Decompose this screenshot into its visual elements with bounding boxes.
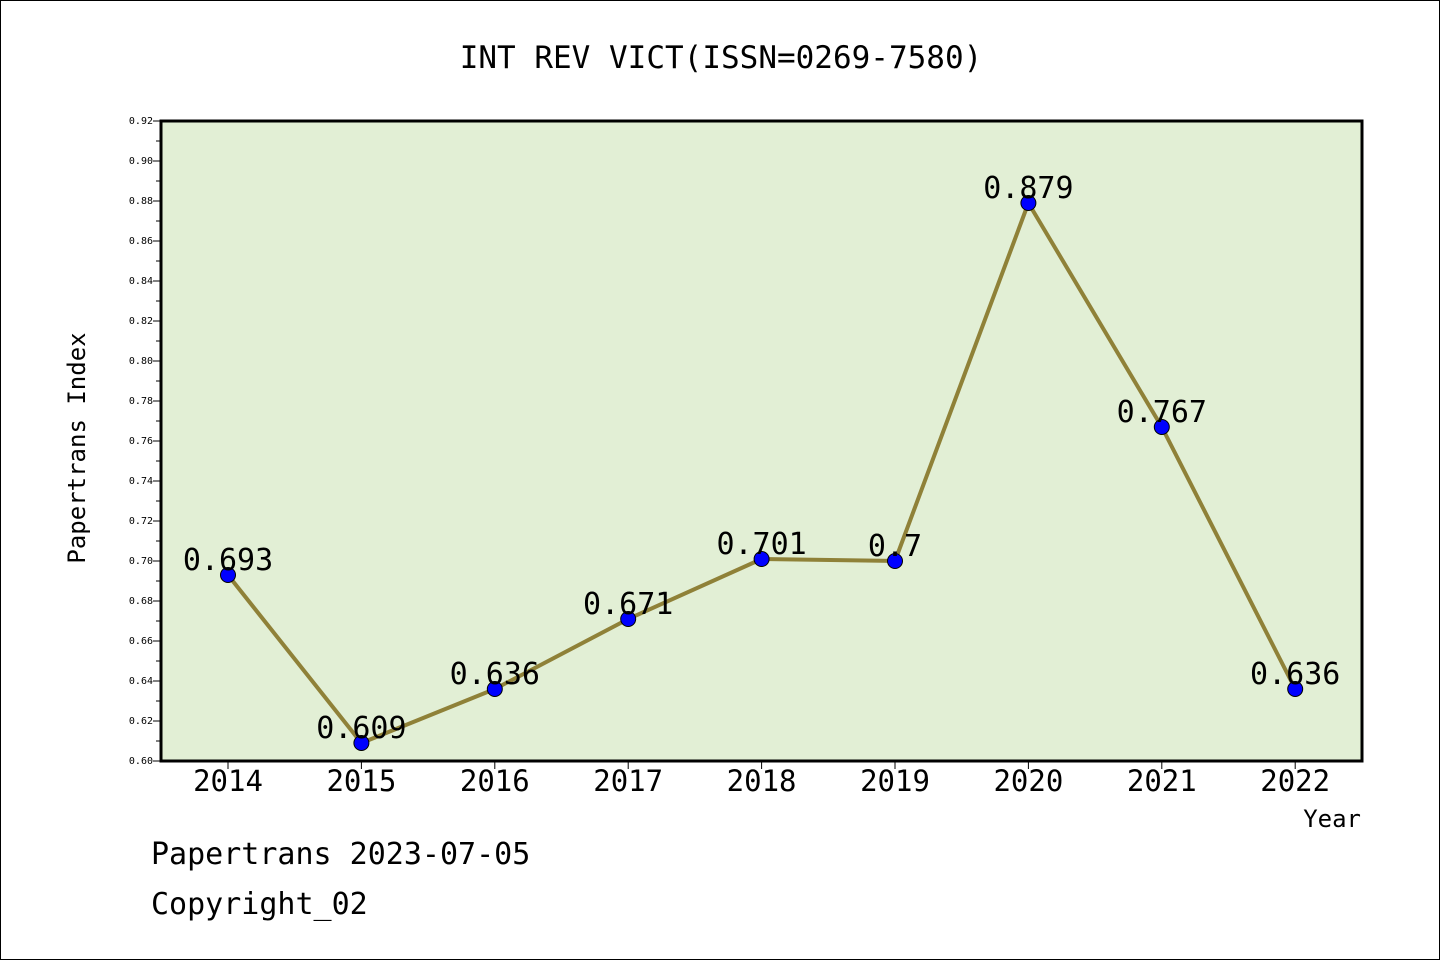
data-label: 0.7 bbox=[868, 529, 922, 564]
y-tick-label: 0.74 bbox=[129, 476, 153, 487]
plot-background bbox=[161, 121, 1362, 761]
plot-border bbox=[159, 119, 1364, 763]
y-tick-label: 0.60 bbox=[129, 756, 153, 767]
data-point-marker bbox=[353, 735, 370, 751]
data-point-marker bbox=[486, 681, 503, 697]
y-tick-label: 0.92 bbox=[129, 116, 153, 127]
footer-copyright: Copyright_02 bbox=[151, 887, 368, 922]
data-point-marker bbox=[1020, 195, 1037, 211]
plot-area: 0.60 0.62 0.64 0.66 0.68 0.70 0.72 0.74 0.76 0.78… bbox=[129, 116, 1364, 798]
x-tick-label: 2017 bbox=[593, 764, 663, 798]
x-tick-label: 2015 bbox=[326, 764, 396, 798]
footer-date-line: Papertrans 2023-07-05 bbox=[151, 837, 531, 872]
data-label: 0.701 bbox=[716, 527, 806, 562]
y-tick-label: 0.84 bbox=[129, 276, 153, 287]
data-point-marker bbox=[220, 567, 236, 583]
y-tick-label: 0.70 bbox=[129, 556, 153, 567]
chart-title: INT REV VICT(ISSN=0269-7580) bbox=[460, 40, 983, 76]
data-point-marker bbox=[1287, 681, 1304, 697]
data-label: 0.671 bbox=[583, 587, 673, 622]
y-tick-label: 0.88 bbox=[129, 196, 153, 207]
x-tick-label: 2021 bbox=[1127, 764, 1197, 798]
y-tick-label: 0.90 bbox=[129, 156, 153, 167]
y-tick-label: 0.68 bbox=[129, 596, 153, 607]
y-axis-label: Papertrans Index bbox=[63, 332, 91, 563]
y-tick-label: 0.64 bbox=[129, 676, 153, 687]
data-label: 0.636 bbox=[1250, 657, 1340, 692]
data-label: 0.636 bbox=[450, 657, 540, 692]
x-tick-label: 2020 bbox=[993, 764, 1063, 798]
y-tick-label: 0.80 bbox=[129, 356, 153, 367]
x-tick-label: 2019 bbox=[860, 764, 930, 798]
data-label: 0.879 bbox=[983, 171, 1073, 206]
y-tick-label: 0.82 bbox=[129, 316, 153, 327]
data-label: 0.693 bbox=[183, 543, 273, 578]
x-tick-label: 2014 bbox=[193, 764, 263, 798]
data-point-marker bbox=[753, 551, 770, 567]
data-point-marker bbox=[887, 553, 903, 569]
y-tick-label: 0.76 bbox=[129, 436, 153, 447]
x-axis-label: Year bbox=[1303, 805, 1361, 833]
y-tick-label: 0.62 bbox=[129, 716, 153, 727]
x-tick-label: 2018 bbox=[727, 764, 797, 798]
y-tick-label: 0.72 bbox=[129, 516, 153, 527]
y-tick-label: 0.66 bbox=[129, 636, 153, 647]
x-tick-label: 2022 bbox=[1260, 764, 1330, 798]
y-tick-label: 0.78 bbox=[129, 396, 153, 407]
data-point-marker bbox=[1153, 419, 1170, 435]
data-label: 0.609 bbox=[316, 711, 406, 746]
x-tick-label: 2016 bbox=[460, 764, 530, 798]
data-point-marker bbox=[620, 611, 637, 627]
data-label: 0.767 bbox=[1117, 395, 1207, 430]
y-tick-label: 0.86 bbox=[129, 236, 153, 247]
